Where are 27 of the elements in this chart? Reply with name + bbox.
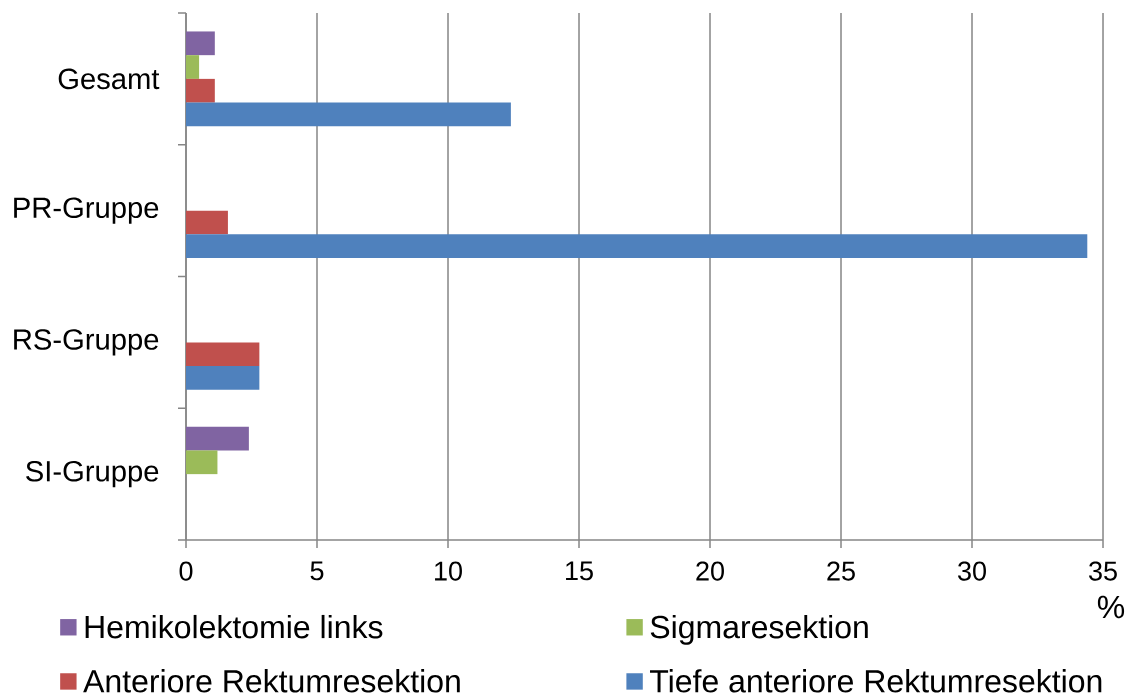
x-tick-label: 30 bbox=[958, 561, 986, 581]
x-axis-title: % bbox=[1097, 595, 1125, 619]
legend-label: Anteriore Rektumresektion bbox=[83, 669, 460, 693]
bar bbox=[186, 426, 249, 451]
y-tick-label: RS-Gruppe bbox=[14, 329, 159, 356]
x-tick-label: 25 bbox=[827, 561, 855, 581]
bar bbox=[186, 450, 218, 475]
legend-label: Sigmaresektion bbox=[650, 614, 868, 645]
x-tick-label: 20 bbox=[696, 561, 724, 581]
x-tick-label: 35 bbox=[1089, 561, 1117, 581]
x-tick-label: 10 bbox=[435, 561, 462, 581]
bar bbox=[186, 55, 200, 79]
y-tick-label: SI-Gruppe bbox=[26, 460, 159, 488]
bar bbox=[186, 31, 215, 56]
bar bbox=[186, 102, 511, 127]
bar bbox=[186, 210, 228, 235]
y-tick-label: PR-Gruppe bbox=[14, 197, 159, 224]
legend-label: Tiefe anteriore Rektumresektion bbox=[650, 669, 1102, 693]
x-tick-label: 0 bbox=[179, 561, 193, 581]
y-tick-label: Gesamt bbox=[58, 68, 160, 90]
x-tick-label: 5 bbox=[310, 561, 324, 581]
bar bbox=[186, 366, 260, 390]
bar bbox=[186, 234, 1088, 259]
bar bbox=[186, 342, 260, 367]
x-tick-label: 15 bbox=[566, 561, 593, 581]
legend-label: Hemikolektomie links bbox=[85, 614, 383, 639]
bar bbox=[186, 78, 215, 103]
